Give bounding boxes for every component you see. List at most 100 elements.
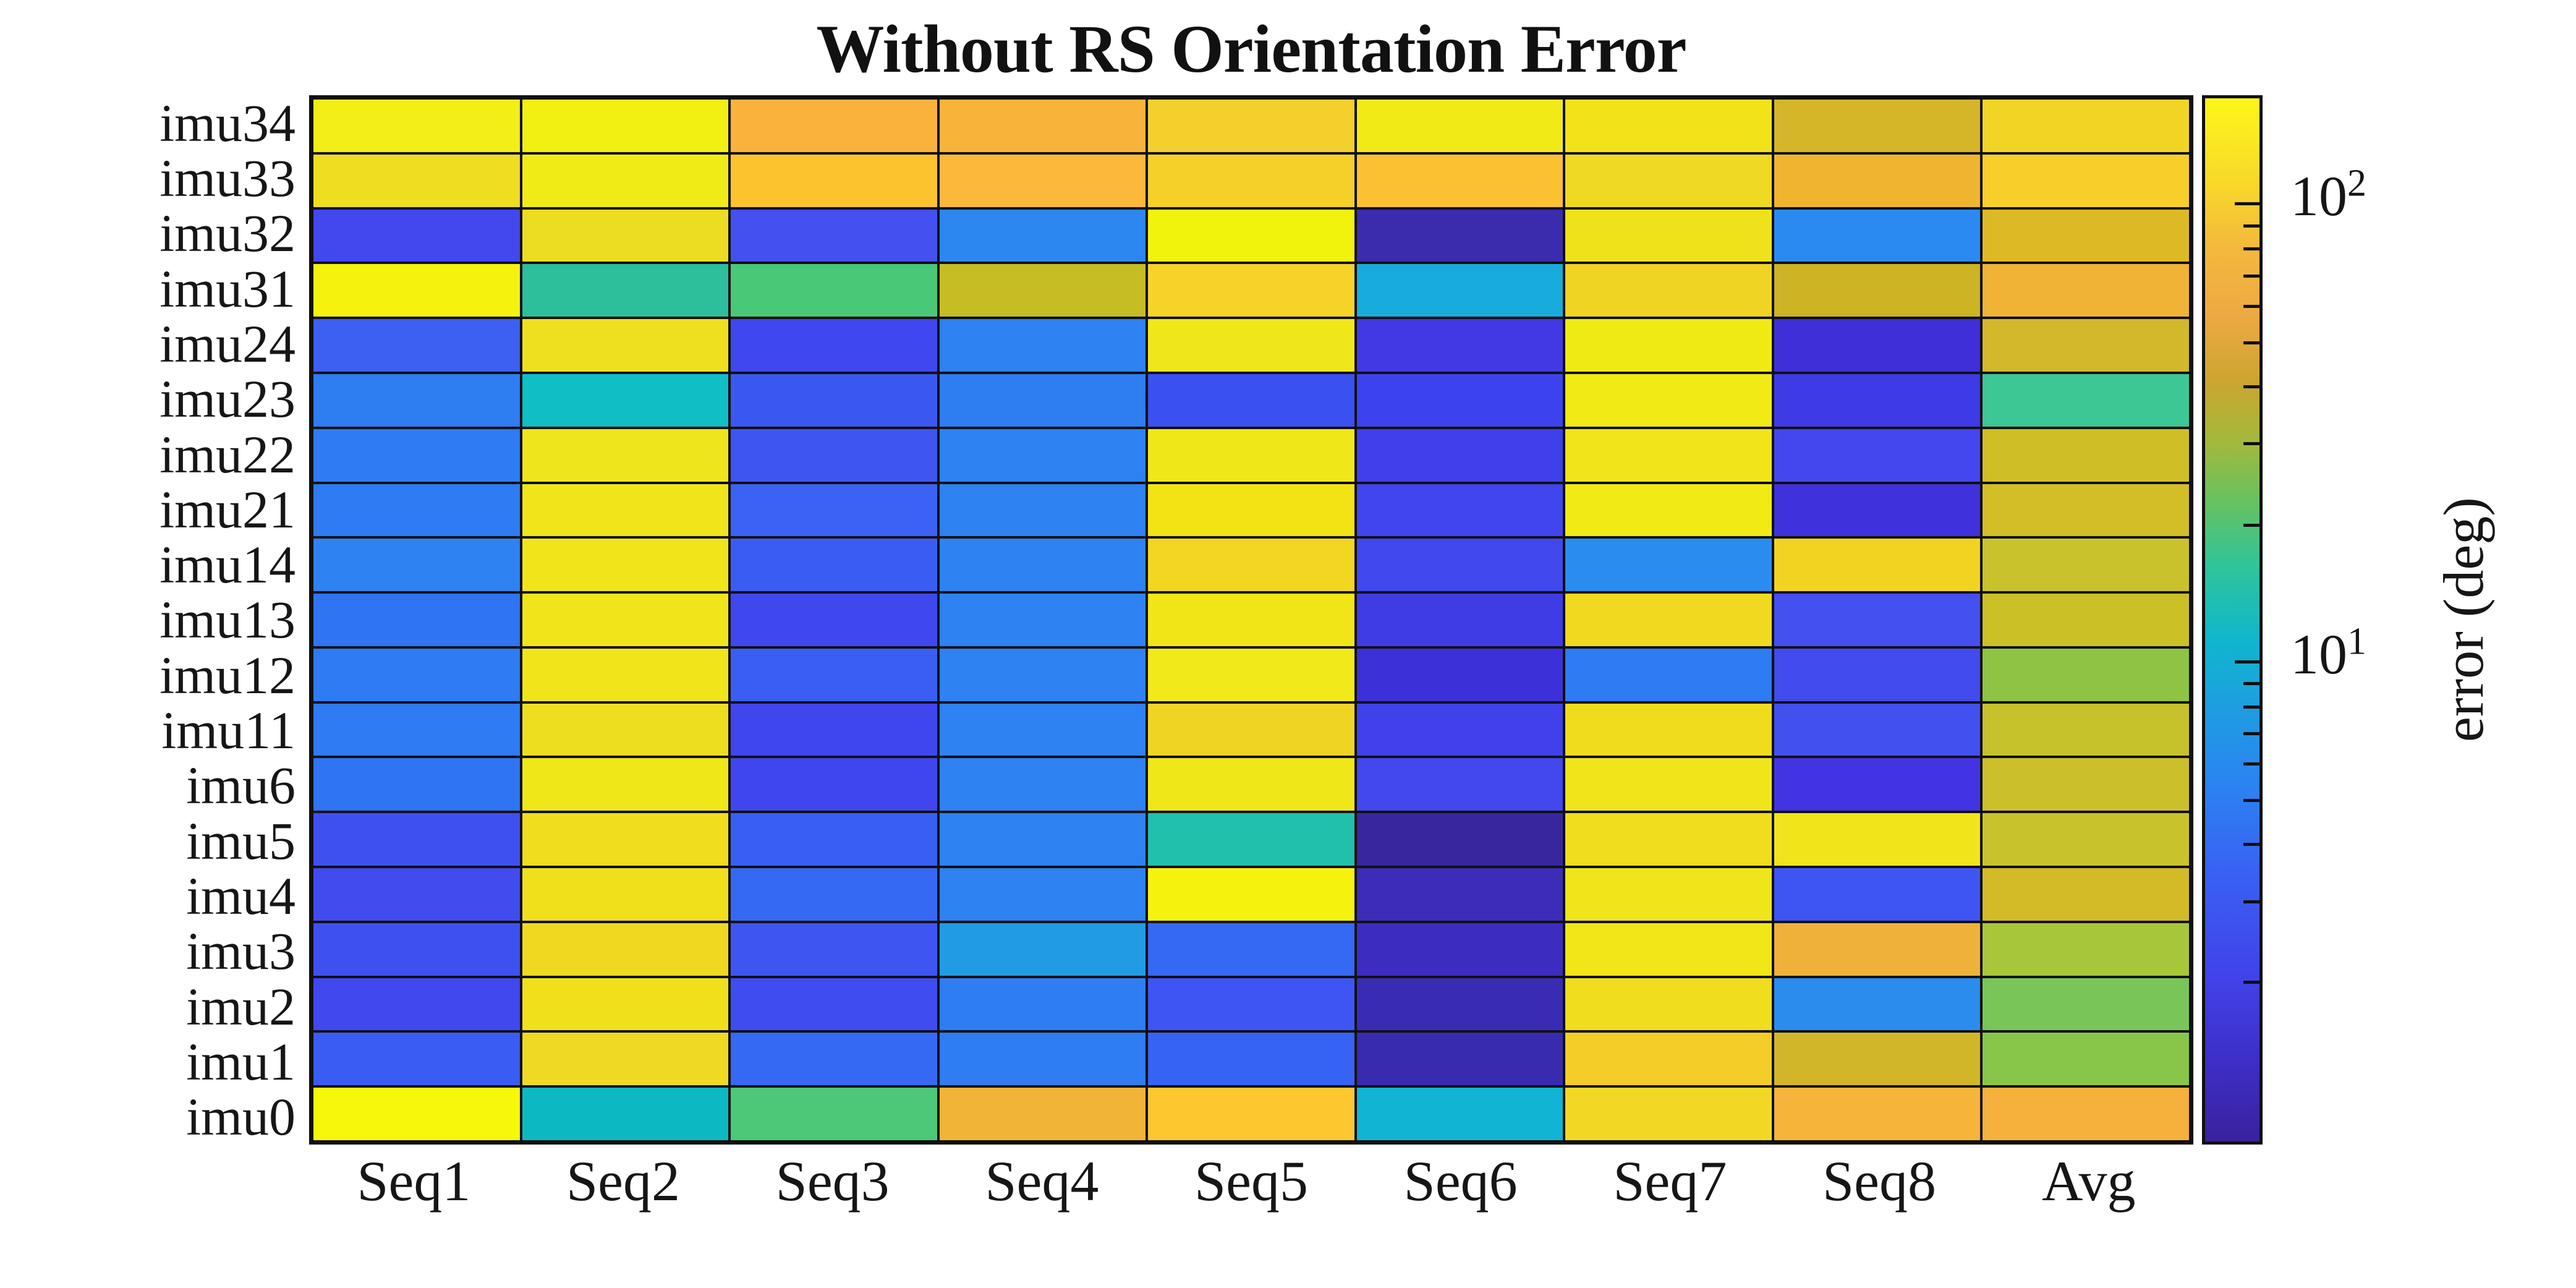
heatmap-cell bbox=[729, 537, 938, 593]
heatmap-cell bbox=[729, 812, 938, 868]
heatmap-cell bbox=[1981, 537, 2190, 593]
colorbar-minor-tick bbox=[2243, 224, 2261, 228]
heatmap-cell bbox=[1355, 1031, 1565, 1087]
heatmap-cell bbox=[1981, 263, 2190, 318]
heatmap-cell bbox=[1772, 867, 1982, 922]
colorbar-minor-tick bbox=[2243, 385, 2261, 388]
heatmap-cell bbox=[1147, 263, 1356, 318]
heatmap-cell bbox=[521, 1086, 730, 1141]
heatmap-cell bbox=[1564, 867, 1773, 922]
colorbar-minor-tick bbox=[2243, 900, 2261, 903]
colorbar-gradient bbox=[2202, 95, 2263, 1145]
heatmap-cell bbox=[1355, 153, 1565, 208]
heatmap-cell bbox=[1564, 757, 1773, 812]
heatmap-cell bbox=[1564, 318, 1773, 373]
y-tick-label: imu13 bbox=[159, 590, 295, 650]
heatmap-cell bbox=[1772, 1031, 1982, 1087]
heatmap-cell bbox=[1355, 757, 1565, 812]
heatmap-cell bbox=[521, 372, 730, 428]
heatmap-cell bbox=[521, 976, 730, 1032]
heatmap-cell bbox=[1355, 208, 1565, 263]
heatmap-cell bbox=[1772, 208, 1982, 263]
heatmap-cell bbox=[521, 757, 730, 812]
heatmap-cell bbox=[938, 647, 1147, 702]
heatmap-cell bbox=[1147, 1031, 1356, 1087]
heatmap-cell bbox=[1981, 867, 2190, 922]
heatmap-cell bbox=[1564, 976, 1773, 1032]
y-tick-label: imu12 bbox=[159, 645, 295, 705]
heatmap-cell bbox=[1147, 427, 1356, 483]
colorbar-minor-tick bbox=[2243, 341, 2261, 344]
heatmap-cell bbox=[312, 208, 521, 263]
heatmap-cell bbox=[1564, 1086, 1773, 1141]
heatmap-cell bbox=[1981, 208, 2190, 263]
heatmap-cell bbox=[1147, 812, 1356, 868]
heatmap-cell bbox=[312, 98, 521, 153]
heatmap-cell bbox=[1564, 372, 1773, 428]
heatmap-cell bbox=[1355, 647, 1565, 702]
heatmap-cell bbox=[938, 812, 1147, 868]
heatmap-cell bbox=[1981, 592, 2190, 647]
chart-title: Without RS Orientation Error bbox=[816, 11, 1686, 87]
heatmap-grid bbox=[309, 95, 2193, 1145]
heatmap-cell bbox=[1564, 702, 1773, 757]
x-tick-label: Seq5 bbox=[1194, 1149, 1308, 1213]
heatmap-cell bbox=[1981, 482, 2190, 538]
heatmap-cell bbox=[1564, 482, 1773, 538]
heatmap-cell bbox=[312, 867, 521, 922]
y-tick-label: imu0 bbox=[186, 1087, 295, 1147]
heatmap-cell bbox=[1147, 976, 1356, 1032]
heatmap-cell bbox=[938, 921, 1147, 977]
heatmap-cell bbox=[729, 208, 938, 263]
y-tick-label: imu21 bbox=[159, 479, 295, 539]
heatmap-cell bbox=[1147, 921, 1356, 977]
colorbar-minor-tick bbox=[2243, 682, 2261, 686]
heatmap-cell bbox=[938, 208, 1147, 263]
heatmap-cell bbox=[1564, 427, 1773, 483]
heatmap-cell bbox=[1981, 647, 2190, 702]
heatmap-cell bbox=[521, 537, 730, 593]
heatmap-cell bbox=[1355, 867, 1565, 922]
colorbar-major-tick bbox=[2235, 202, 2261, 206]
heatmap-cell bbox=[521, 812, 730, 868]
heatmap-cell bbox=[938, 1031, 1147, 1087]
y-tick-label: imu3 bbox=[186, 921, 295, 981]
heatmap-cell bbox=[521, 98, 730, 153]
heatmap-cell bbox=[1564, 537, 1773, 593]
colorbar-minor-tick bbox=[2243, 442, 2261, 446]
y-tick-label: imu4 bbox=[186, 866, 295, 926]
heatmap-cell bbox=[312, 592, 521, 647]
heatmap-cell bbox=[1772, 812, 1982, 868]
heatmap-cell bbox=[521, 482, 730, 538]
heatmap-cell bbox=[1355, 592, 1565, 647]
heatmap-cell bbox=[1147, 867, 1356, 922]
heatmap-cell bbox=[1147, 757, 1356, 812]
heatmap-cell bbox=[1147, 98, 1356, 153]
heatmap-cell bbox=[1981, 318, 2190, 373]
heatmap-cell bbox=[729, 98, 938, 153]
y-tick-label: imu1 bbox=[186, 1032, 295, 1092]
heatmap-cell bbox=[312, 1086, 521, 1141]
heatmap-cell bbox=[1147, 208, 1356, 263]
x-tick-label: Seq7 bbox=[1613, 1149, 1727, 1213]
heatmap-cell bbox=[312, 263, 521, 318]
y-tick-label: imu31 bbox=[159, 258, 295, 318]
heatmap-cell bbox=[312, 318, 521, 373]
heatmap-cell bbox=[1564, 1031, 1773, 1087]
heatmap-cell bbox=[521, 592, 730, 647]
heatmap-cell bbox=[1772, 647, 1982, 702]
heatmap-cell bbox=[938, 263, 1147, 318]
heatmap-cell bbox=[938, 702, 1147, 757]
heatmap-cell bbox=[1772, 263, 1982, 318]
heatmap-cell bbox=[1981, 98, 2190, 153]
colorbar-minor-tick bbox=[2243, 762, 2261, 766]
colorbar-major-tick bbox=[2235, 660, 2261, 663]
heatmap-cell bbox=[729, 592, 938, 647]
x-tick-label: Seq2 bbox=[566, 1149, 680, 1213]
heatmap-cell bbox=[1772, 757, 1982, 812]
heatmap-cell bbox=[729, 263, 938, 318]
heatmap-cell bbox=[938, 153, 1147, 208]
heatmap-cell bbox=[729, 153, 938, 208]
heatmap-cell bbox=[938, 427, 1147, 483]
colorbar-axis-label: error (deg) bbox=[2432, 497, 2495, 743]
